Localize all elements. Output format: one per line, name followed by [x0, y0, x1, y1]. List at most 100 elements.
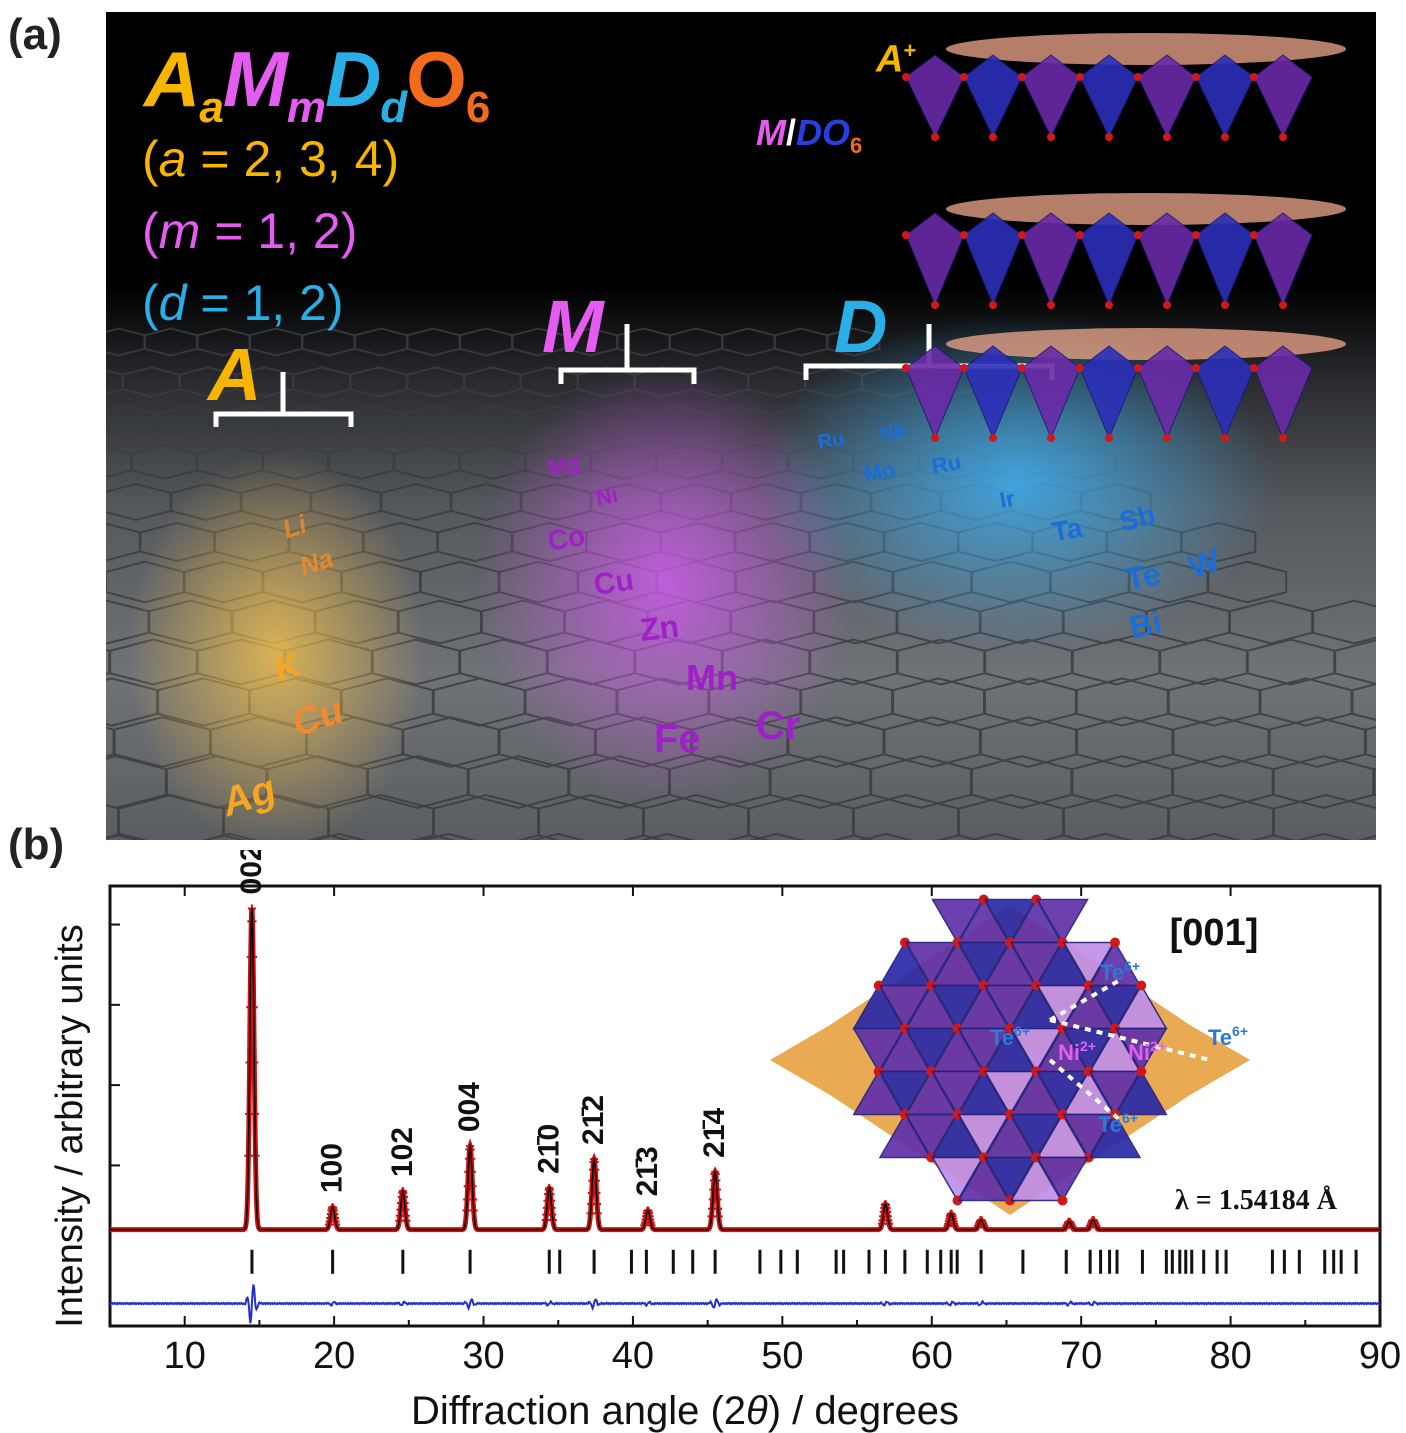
inset-octahedron [904, 1027, 958, 1073]
group-a-label: A [208, 333, 262, 416]
inset-octahedron [878, 984, 932, 1030]
oxygen-atom [1057, 1195, 1068, 1206]
inset-octahedron [931, 984, 984, 1030]
inset-octahedron [957, 941, 1011, 987]
inset-octahedron [1009, 1027, 1063, 1073]
peak-hkl-label: 102 [386, 1127, 419, 1177]
element-ta: Ta [1049, 511, 1085, 548]
difference-curve [109, 1284, 1381, 1324]
inset-ion-label: Te6+ [990, 1023, 1030, 1050]
peak-hkl-label: 100 [316, 1143, 349, 1193]
inset-ion-label: Ni2+ [1128, 1038, 1166, 1065]
a-bracket [213, 372, 354, 427]
m-bracket [558, 324, 697, 384]
element-co: Co [545, 519, 588, 557]
inset-octahedron [1062, 1113, 1116, 1159]
x-tick-label: 60 [911, 1335, 953, 1377]
x-axis-label: Diffraction angle (2θ) / degrees [411, 1389, 959, 1433]
zone-axis-label: [001] [1170, 912, 1259, 954]
condition-m: (m = 1, 2) [142, 203, 358, 259]
inset-ion-label: Ni2+ [1058, 1038, 1096, 1065]
layered-crystal-structure [902, 33, 1346, 442]
panel-a-illustration: AaMmDdO6 (a = 2, 3, 4) (m = 1, 2) (d = 1… [106, 12, 1376, 840]
inset-octahedron [957, 1156, 1011, 1202]
x-tick-label: 30 [462, 1335, 504, 1377]
group-m-label: M [542, 285, 604, 368]
general-formula: AaMmDdO6 [144, 35, 490, 132]
inset-octahedron [1062, 941, 1116, 987]
inset-octahedron [1009, 1156, 1063, 1202]
panel-b-xrd: 10 20 30 40 50 60 70 80 90 Diffraction angle (2θ)… [0, 850, 1406, 1433]
y-axis-label: Intensity / arbitrary units [49, 924, 91, 1327]
x-tick-label: 10 [164, 1335, 206, 1377]
inset-ion-label: Te6+ [1100, 958, 1140, 985]
x-tick-label: 70 [1060, 1335, 1102, 1377]
inset-octahedron [878, 1113, 932, 1159]
x-tick-label: 90 [1359, 1335, 1401, 1377]
hexagon-floor [106, 33, 1376, 840]
md-octahedra-label: M/DO6 [756, 112, 863, 159]
calculated-pattern [110, 908, 1380, 1231]
inset-octahedron [1114, 1027, 1168, 1073]
element-mo: Mo [861, 456, 898, 487]
inset-octahedron [983, 1070, 1037, 1116]
x-tick-label: 50 [761, 1335, 803, 1377]
element-mn: Mn [686, 657, 738, 698]
inset-octahedron [904, 941, 958, 987]
peak-hkl-label: 21̄3 [631, 1146, 664, 1196]
inset-octahedron [931, 898, 984, 944]
a-group-glow [126, 452, 426, 840]
inset-ion-label: Te6+ [1098, 1110, 1138, 1137]
inset-octahedron [1036, 898, 1089, 944]
element-te: Te [1122, 555, 1164, 598]
inset-octahedron [852, 1027, 906, 1073]
inset-octahedron [1114, 1070, 1168, 1116]
element-k: K [273, 644, 302, 691]
plot-frame [108, 884, 1382, 1328]
inset-octahedron [957, 1113, 1011, 1159]
inset-octahedron [1009, 1113, 1063, 1159]
oxygen-atom [1136, 1066, 1147, 1077]
element-cu-m: Cu [591, 563, 636, 602]
peak-hkl-label: 21̄2 [577, 1095, 610, 1145]
inset-octahedron [904, 1113, 958, 1159]
element-zn: Zn [638, 608, 681, 648]
x-tick-label: 20 [313, 1335, 355, 1377]
a-cation-label: A+ [876, 38, 917, 81]
element-fe: Fe [654, 717, 701, 761]
peak-hkl-label: 21̄4 [698, 1107, 731, 1157]
x-tick-label: 80 [1209, 1335, 1251, 1377]
inset-structure-001: Te6+ Te6+ Te6+ Te6+ Ni2+ Ni2+ [770, 894, 1250, 1215]
x-tick-label: 40 [612, 1335, 654, 1377]
inset-ion-label: Te6+ [1208, 1023, 1248, 1050]
inset-octahedron [852, 1070, 906, 1116]
peak-hkl-label: 21̄0 [532, 1124, 565, 1174]
condition-d: (d = 1, 2) [142, 275, 344, 331]
inset-octahedron [983, 984, 1037, 1030]
inset-octahedron [931, 1156, 984, 1202]
inset-octahedron [983, 1156, 1037, 1202]
oxygen-atom [1110, 937, 1120, 948]
inset-octahedron [1088, 1113, 1142, 1159]
panel-a-label: (a) [8, 10, 62, 59]
peak-hkl-label: 002 [235, 850, 268, 894]
xrd-chart: 10 20 30 40 50 60 70 80 90 Diffraction angle (2θ)… [49, 850, 1401, 1433]
group-d-label: D [834, 285, 888, 368]
inset-octahedron [1009, 941, 1063, 987]
inset-octahedron [931, 1070, 984, 1116]
element-cr: Cr [756, 704, 801, 748]
panel-b-label: (b) [8, 820, 65, 869]
element-nb: Nb [878, 419, 909, 446]
dashed-bonds [1048, 978, 1211, 1122]
inset-octahedron [1088, 1070, 1142, 1116]
inset-octahedron [983, 898, 1037, 944]
inset-octahedron [878, 1070, 932, 1116]
oxygen-atom [1136, 980, 1147, 991]
wavelength-label: λ = 1.54184 Å [1175, 1185, 1338, 1216]
element-ru-2: Ru [929, 449, 963, 479]
inset-octahedron [1088, 984, 1142, 1030]
element-ru-1: Ru [816, 427, 847, 454]
d-group-glow [756, 312, 1276, 652]
inset-octahedron [957, 1027, 1011, 1073]
peak-hkl-label: 004 [453, 1082, 486, 1132]
